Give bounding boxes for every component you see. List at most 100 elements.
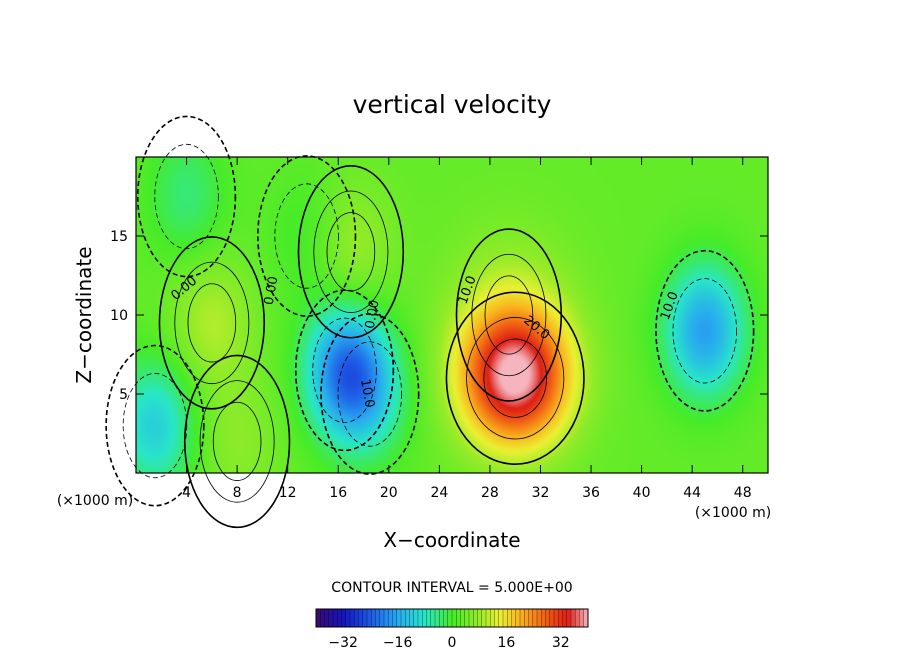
colorbar-swatch <box>341 608 347 628</box>
contour-line <box>274 183 339 289</box>
colorbar-swatch <box>524 608 529 628</box>
colorbar-swatch <box>315 608 321 628</box>
colorbar-swatch <box>392 608 398 628</box>
colorbar-swatch <box>409 608 415 628</box>
colorbar-swatch <box>549 608 555 628</box>
x-axis-unit-right: (×1000 m) <box>695 505 771 521</box>
x-tick-label: 44 <box>683 485 701 501</box>
contour-line <box>445 291 585 465</box>
x-tick-label: 8 <box>233 485 242 501</box>
contour-line <box>199 380 275 503</box>
colorbar-swatch <box>481 608 487 628</box>
contour-line <box>257 155 357 317</box>
colorbar-swatch <box>490 608 495 628</box>
colorbar-swatch <box>507 608 512 628</box>
x-tick-label: 32 <box>532 485 550 501</box>
contour-line <box>672 278 737 384</box>
colorbar-swatch <box>383 608 389 628</box>
x-tick-label: 16 <box>329 485 347 501</box>
colorbar-swatch <box>375 608 381 628</box>
colorbar-swatch <box>332 608 338 628</box>
colorbar-swatch <box>400 608 406 628</box>
y-tick-label: 15 <box>110 229 128 245</box>
colorbar-swatch <box>515 608 521 628</box>
colorbar-swatch <box>494 608 500 628</box>
y-axis-ticks: 5 10 15 <box>110 229 768 403</box>
colorbar-swatch <box>541 608 546 628</box>
contour-label: 10.0 <box>357 378 377 409</box>
colorbar-swatch <box>532 608 538 628</box>
colorbar-swatch <box>473 608 478 628</box>
colorbar-swatch <box>498 608 504 628</box>
x-axis-unit-left: (×1000 m) <box>57 493 133 509</box>
y-tick-label: 5 <box>119 387 128 403</box>
contour-label: 0.00 <box>363 299 383 330</box>
contour-line <box>122 373 188 479</box>
colorbar-swatch <box>570 608 576 628</box>
colorbar-swatch <box>371 608 376 628</box>
colorbar-swatch <box>511 608 517 628</box>
contour-line <box>326 212 376 292</box>
contour-line <box>337 341 403 447</box>
colorbar-swatch <box>553 608 559 628</box>
contour-line <box>136 115 237 278</box>
colorbar-swatch <box>417 608 423 628</box>
contour-interval-label: CONTOUR INTERVAL = 5.000E+00 <box>331 580 572 596</box>
colorbar-swatch <box>502 608 508 628</box>
contour-line <box>312 317 377 423</box>
x-tick-label: 4 <box>182 485 191 501</box>
contour-line <box>483 338 547 418</box>
colorbar-swatch <box>405 608 410 628</box>
contour-label: 0.00 <box>262 275 282 306</box>
contour-line <box>471 253 547 377</box>
colorbar-swatch <box>439 608 444 628</box>
contour-line <box>187 283 237 363</box>
colorbar-tick-label: 32 <box>552 635 570 651</box>
colorbar-swatch <box>337 608 342 628</box>
colorbar-swatch <box>413 608 419 628</box>
colorbar-swatch <box>451 608 457 628</box>
colorbar-swatch <box>468 608 474 628</box>
colorbar-swatch <box>426 608 432 628</box>
colorbar-frame <box>315 608 589 628</box>
colorbar-swatch <box>460 608 466 628</box>
x-tick-label: 28 <box>481 485 499 501</box>
colorbar-swatch <box>558 608 563 628</box>
x-tick-label: 20 <box>380 485 398 501</box>
colorbar-swatch <box>434 608 440 628</box>
colorbar-swatch <box>396 608 402 628</box>
heatmap-image <box>136 157 768 473</box>
colorbar-swatch <box>430 608 436 628</box>
contour-line <box>105 344 205 507</box>
colorbar-swatch <box>366 608 372 628</box>
contour-line <box>455 228 563 402</box>
colorbar-tick-label: −32 <box>328 635 358 651</box>
colorbar-swatch <box>328 608 334 628</box>
contour-line <box>320 313 420 475</box>
colorbar-swatch <box>562 608 568 628</box>
colorbar-swatch <box>536 608 542 628</box>
colorbar-ticks: −32 −16 0 16 32 <box>328 635 569 651</box>
contour-line <box>484 275 534 355</box>
y-tick-label: 10 <box>110 308 128 324</box>
x-tick-label: 24 <box>430 485 448 501</box>
x-axis-ticks: 4 8 12 16 20 24 28 32 36 40 44 48 <box>182 157 752 501</box>
colorbar-swatch <box>362 608 368 628</box>
x-axis-title: X−coordinate <box>383 528 520 552</box>
colorbar-swatch <box>422 608 427 628</box>
contour-line <box>154 143 219 250</box>
colorbar-swatch <box>566 608 572 628</box>
colorbar-swatch <box>464 608 470 628</box>
colorbar-swatch <box>324 608 330 628</box>
x-tick-label: 48 <box>734 485 752 501</box>
colorbar-swatch <box>379 608 385 628</box>
colorbar-swatch <box>579 608 585 628</box>
colorbar-swatch <box>354 608 359 628</box>
colorbar-swatch <box>485 608 491 628</box>
colorbar-swatch <box>528 608 534 628</box>
colorbar-tick-label: 0 <box>448 635 457 651</box>
colorbar-swatch <box>388 608 393 628</box>
colorbar-swatch <box>443 608 449 628</box>
